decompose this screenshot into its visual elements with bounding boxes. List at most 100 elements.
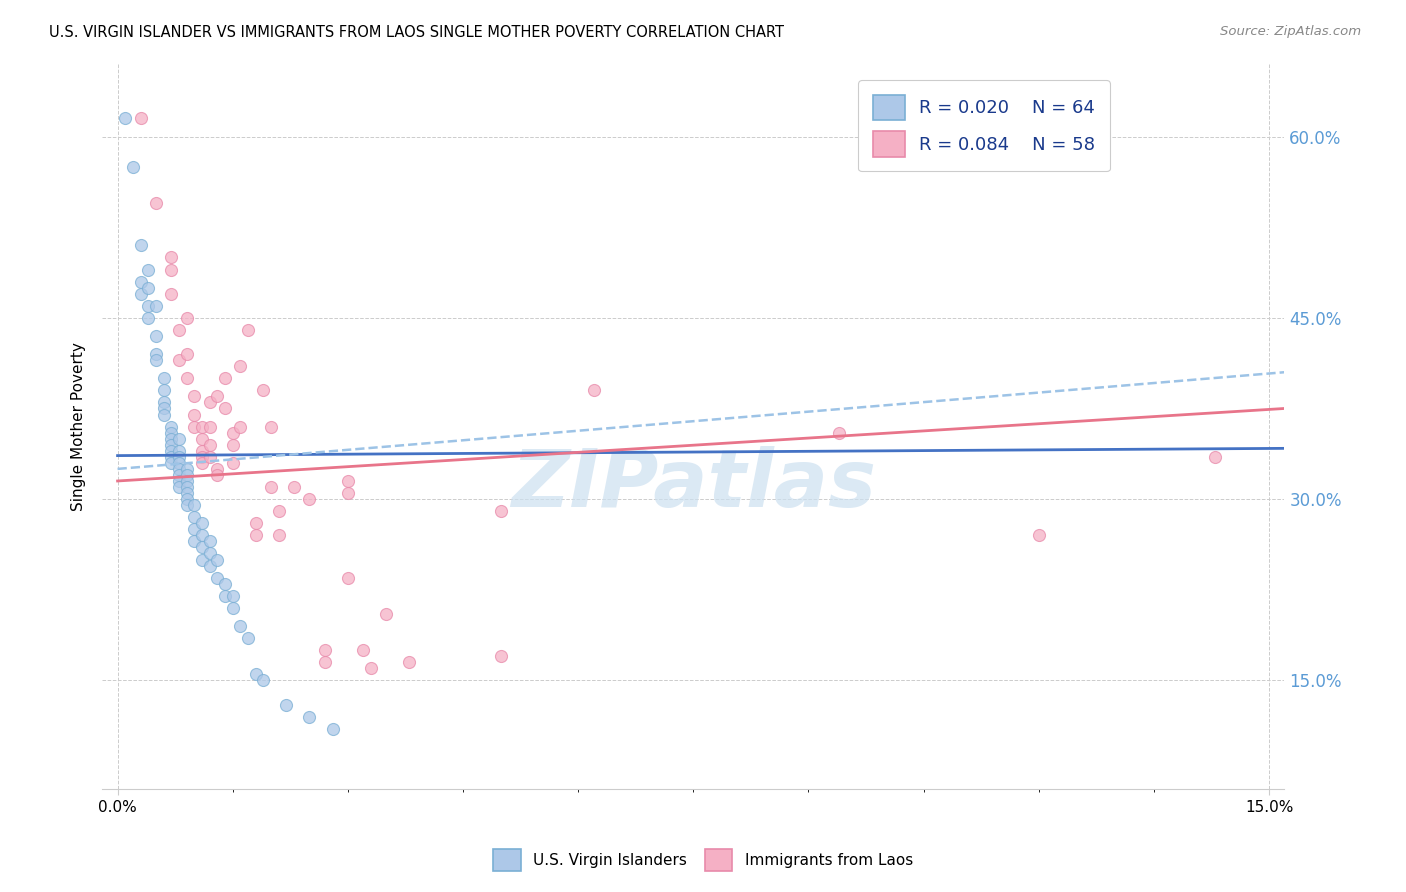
- Point: [191, 456, 214, 470]
- Point: [176, 492, 198, 507]
- Point: [183, 419, 205, 434]
- Point: [267, 504, 290, 518]
- Point: [236, 631, 259, 645]
- Point: [167, 432, 190, 446]
- Point: [136, 310, 159, 325]
- Point: [136, 280, 159, 294]
- Point: [176, 480, 198, 494]
- Point: [114, 112, 136, 126]
- Point: [191, 450, 214, 464]
- Point: [1028, 528, 1050, 542]
- Point: [145, 329, 167, 343]
- Point: [260, 480, 283, 494]
- Point: [191, 419, 214, 434]
- Point: [136, 299, 159, 313]
- Point: [160, 286, 183, 301]
- Point: [214, 576, 236, 591]
- Point: [336, 474, 359, 488]
- Point: [191, 516, 214, 531]
- Point: [152, 371, 174, 385]
- Point: [167, 323, 190, 337]
- Point: [245, 528, 267, 542]
- Point: [222, 438, 245, 452]
- Point: [176, 486, 198, 500]
- Point: [298, 709, 321, 723]
- Text: ZIPatlas: ZIPatlas: [510, 446, 876, 524]
- Point: [245, 667, 267, 681]
- Point: [283, 480, 305, 494]
- Point: [207, 571, 229, 585]
- Point: [207, 467, 229, 482]
- Point: [336, 486, 359, 500]
- Point: [191, 528, 214, 542]
- Point: [176, 474, 198, 488]
- Point: [167, 456, 190, 470]
- Point: [176, 498, 198, 512]
- Point: [360, 661, 382, 675]
- Point: [145, 196, 167, 211]
- Point: [398, 655, 420, 669]
- Point: [183, 534, 205, 549]
- Point: [336, 571, 359, 585]
- Point: [183, 389, 205, 403]
- Point: [252, 673, 274, 688]
- Point: [145, 347, 167, 361]
- Point: [229, 419, 252, 434]
- Point: [160, 425, 183, 440]
- Point: [167, 443, 190, 458]
- Point: [191, 541, 214, 555]
- Point: [176, 310, 198, 325]
- Point: [198, 558, 221, 573]
- Point: [176, 467, 198, 482]
- Point: [129, 112, 152, 126]
- Point: [160, 443, 183, 458]
- Point: [129, 275, 152, 289]
- Point: [160, 419, 183, 434]
- Point: [352, 643, 374, 657]
- Point: [183, 510, 205, 524]
- Point: [160, 438, 183, 452]
- Point: [375, 607, 398, 621]
- Text: Source: ZipAtlas.com: Source: ZipAtlas.com: [1220, 25, 1361, 38]
- Point: [252, 384, 274, 398]
- Point: [167, 467, 190, 482]
- Point: [214, 371, 236, 385]
- Point: [214, 401, 236, 416]
- Point: [183, 522, 205, 536]
- Point: [145, 299, 167, 313]
- Point: [160, 456, 183, 470]
- Point: [191, 443, 214, 458]
- Point: [176, 462, 198, 476]
- Point: [245, 516, 267, 531]
- Point: [176, 347, 198, 361]
- Point: [222, 456, 245, 470]
- Point: [198, 547, 221, 561]
- Point: [152, 395, 174, 409]
- Point: [160, 450, 183, 464]
- Point: [236, 323, 259, 337]
- Point: [222, 600, 245, 615]
- Y-axis label: Single Mother Poverty: Single Mother Poverty: [72, 343, 86, 511]
- Point: [152, 408, 174, 422]
- Text: U.S. VIRGIN ISLANDER VS IMMIGRANTS FROM LAOS SINGLE MOTHER POVERTY CORRELATION C: U.S. VIRGIN ISLANDER VS IMMIGRANTS FROM …: [49, 25, 785, 40]
- Point: [136, 262, 159, 277]
- Point: [321, 722, 343, 736]
- Point: [122, 160, 145, 174]
- Point: [207, 462, 229, 476]
- Point: [160, 262, 183, 277]
- Point: [298, 492, 321, 507]
- Point: [222, 589, 245, 603]
- Point: [1204, 450, 1226, 464]
- Point: [183, 498, 205, 512]
- Point: [176, 371, 198, 385]
- Point: [198, 395, 221, 409]
- Point: [491, 649, 513, 664]
- Legend: R = 0.020    N = 64, R = 0.084    N = 58: R = 0.020 N = 64, R = 0.084 N = 58: [858, 80, 1109, 171]
- Point: [167, 474, 190, 488]
- Point: [198, 534, 221, 549]
- Point: [152, 401, 174, 416]
- Point: [152, 384, 174, 398]
- Point: [214, 589, 236, 603]
- Point: [129, 238, 152, 252]
- Point: [160, 251, 183, 265]
